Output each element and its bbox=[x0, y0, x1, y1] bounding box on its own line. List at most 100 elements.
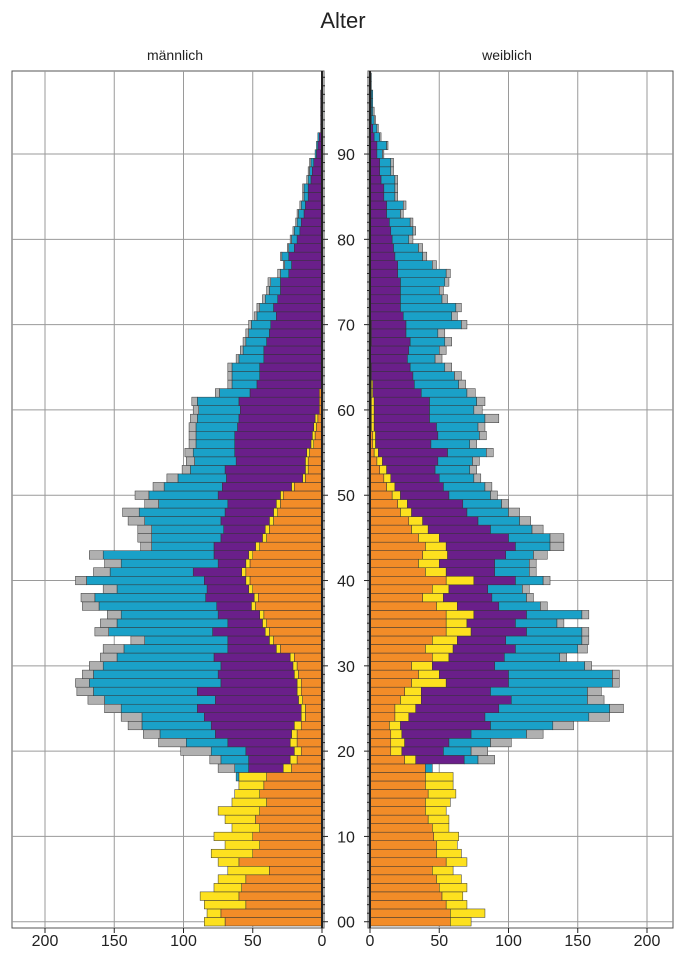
bar-female-age-85-grey bbox=[394, 192, 398, 202]
bar-male-age-51-yellow bbox=[291, 482, 295, 492]
bar-male-age-30-grey bbox=[89, 661, 104, 671]
bar-male-age-36-blue bbox=[120, 610, 219, 620]
bar-male-age-5-orange bbox=[245, 874, 323, 884]
bar-male-age-65-grey bbox=[227, 362, 233, 372]
bar-female-age-54-blue bbox=[437, 456, 473, 466]
bar-male-age-53-yellow bbox=[305, 465, 309, 475]
bar-female-age-81-grey bbox=[412, 226, 416, 236]
bar-female-age-23-grey bbox=[552, 721, 574, 731]
bar-male-age-43-grey bbox=[89, 550, 104, 560]
bar-female-age-82-blue bbox=[389, 217, 411, 227]
bar-male-age-10-yellow bbox=[213, 831, 253, 841]
bar-female-age-33-purple bbox=[457, 635, 506, 645]
bar-female-age-61-purple bbox=[373, 396, 430, 406]
bar-male-age-4-yellow bbox=[213, 883, 242, 893]
bar-female-age-29-purple bbox=[439, 669, 509, 679]
bar-female-age-43-blue bbox=[505, 550, 534, 560]
bar-female-age-60-purple bbox=[373, 405, 430, 415]
bar-female-age-49-orange bbox=[369, 499, 398, 509]
bar-male-age-76-blue bbox=[280, 268, 290, 278]
bar-female-age-31-orange bbox=[369, 652, 433, 662]
bar-male-age-65-purple bbox=[259, 362, 323, 372]
male-panel-label: männlich bbox=[147, 47, 203, 63]
bar-male-age-40-grey bbox=[75, 576, 87, 586]
bar-female-age-76-grey bbox=[445, 268, 451, 278]
bar-male-age-25-grey bbox=[104, 703, 122, 713]
bar-female-age-7-orange bbox=[369, 857, 447, 867]
bar-male-age-58-purple bbox=[237, 422, 314, 432]
bar-male-age-26-grey bbox=[87, 695, 105, 705]
bar-male-age-21-yellow bbox=[289, 738, 298, 748]
bar-female-age-19-yellow bbox=[404, 755, 416, 765]
bar-female-age-30-grey bbox=[584, 661, 592, 671]
bar-female-age-85-blue bbox=[383, 192, 396, 202]
bar-female-age-69-grey bbox=[437, 328, 446, 338]
bar-female-age-54-yellow bbox=[376, 456, 383, 466]
bar-male-age-51-orange bbox=[294, 482, 323, 492]
bar-female-age-47-orange bbox=[369, 516, 410, 526]
bar-female-age-51-blue bbox=[443, 482, 486, 492]
bar-male-age-27-yellow bbox=[296, 686, 302, 696]
bar-female-age-24-yellow bbox=[394, 712, 410, 722]
bar-male-age-33-purple bbox=[227, 635, 270, 645]
bar-male-age-26-yellow bbox=[298, 695, 303, 705]
bar-female-age-43-purple bbox=[447, 550, 506, 560]
bar-female-age-61-yellow bbox=[371, 396, 375, 406]
bar-male-age-71-blue bbox=[256, 311, 277, 321]
bar-female-age-60-yellow bbox=[371, 405, 375, 415]
bar-female-age-67-purple bbox=[369, 345, 410, 355]
bar-female-age-52-orange bbox=[369, 473, 385, 483]
bar-female-age-85-purple bbox=[369, 192, 385, 202]
bar-male-age-63-grey bbox=[227, 379, 233, 389]
bar-female-age-31-blue bbox=[504, 652, 560, 662]
bar-male-age-27-grey bbox=[76, 686, 94, 696]
bar-male-age-27-orange bbox=[300, 686, 323, 696]
bar-female-age-56-blue bbox=[430, 439, 470, 449]
bar-female-age-65-grey bbox=[444, 362, 452, 372]
bar-female-age-90-grey bbox=[382, 149, 385, 159]
bar-male-age-22-purple bbox=[215, 729, 292, 739]
bar-male-age-40-yellow bbox=[245, 576, 251, 586]
bar-female-age-66-purple bbox=[369, 354, 408, 364]
bar-male-age-48-orange bbox=[277, 507, 323, 517]
bar-male-age-89-purple bbox=[313, 158, 323, 168]
bar-male-age-39-yellow bbox=[248, 584, 254, 594]
bar-female-age-21-yellow bbox=[390, 738, 405, 748]
bar-female-age-27-orange bbox=[369, 686, 405, 696]
x-tick-male-100: 100 bbox=[170, 933, 197, 950]
bar-male-age-91-blue bbox=[316, 140, 319, 151]
bar-female-age-42-yellow bbox=[418, 558, 440, 568]
bar-female-age-32-grey bbox=[577, 644, 588, 654]
bar-male-age-78-grey bbox=[280, 251, 283, 261]
bar-female-age-49-purple bbox=[407, 499, 464, 509]
bar-female-age-64-blue bbox=[412, 371, 455, 381]
bar-female-age-54-orange bbox=[369, 456, 378, 466]
bar-male-age-15-yellow bbox=[234, 789, 260, 799]
bar-female-age-61-grey bbox=[476, 396, 486, 406]
bar-female-age-60-blue bbox=[429, 405, 475, 415]
bar-male-age-28-grey bbox=[75, 678, 90, 688]
bar-male-age-18-purple bbox=[248, 763, 284, 773]
bar-female-age-46-purple bbox=[427, 524, 491, 534]
bar-female-age-22-yellow bbox=[390, 729, 403, 739]
bar-male-age-55-blue bbox=[192, 448, 235, 458]
bar-female-age-52-grey bbox=[473, 473, 482, 483]
bar-male-age-17-orange bbox=[266, 772, 323, 782]
bar-female-age-45-yellow bbox=[418, 533, 440, 543]
female-panel-label: weiblich bbox=[481, 47, 532, 63]
bar-male-age-86-blue bbox=[303, 183, 309, 193]
bar-male-age-29-blue bbox=[93, 669, 219, 679]
bar-female-age-34-orange bbox=[369, 627, 447, 637]
bar-female-age-26-orange bbox=[369, 695, 401, 705]
bar-male-age-84-purple bbox=[305, 200, 323, 210]
bar-female-age-57-purple bbox=[375, 431, 439, 441]
bar-male-age-60-grey bbox=[192, 405, 199, 415]
bar-male-age-62-grey bbox=[215, 388, 220, 398]
bar-male-age-83-purple bbox=[303, 209, 323, 219]
bar-female-age-45-purple bbox=[439, 533, 509, 543]
bar-female-age-94-blue bbox=[371, 115, 375, 125]
bar-female-age-79-grey bbox=[418, 243, 423, 253]
age-tick-label-40: 40 bbox=[337, 574, 355, 591]
bar-female-age-24-purple bbox=[408, 712, 486, 722]
bar-female-age-79-blue bbox=[393, 243, 419, 253]
